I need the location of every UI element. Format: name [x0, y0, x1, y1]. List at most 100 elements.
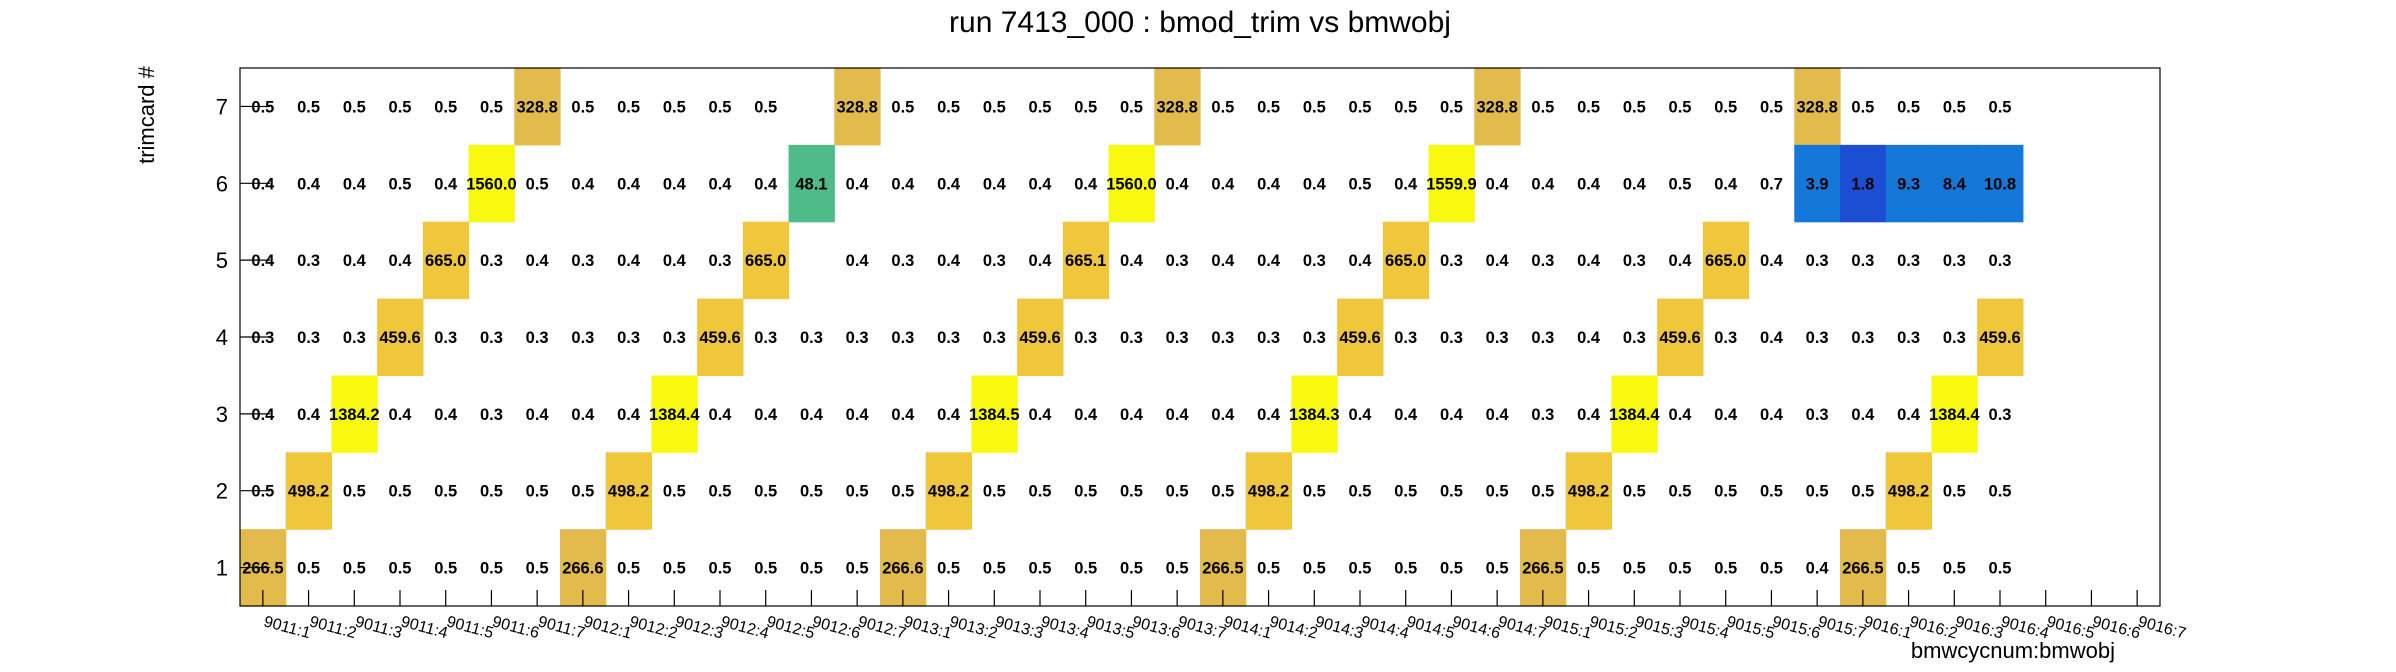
- x-axis-title: bmwcycnum:bmwobj: [1911, 638, 2115, 663]
- cell-label: 0.5: [526, 560, 549, 578]
- x-tick-label: 9011:4: [399, 613, 450, 642]
- cell-label: 0.5: [1531, 98, 1554, 116]
- x-tick-label: 9012:2: [628, 613, 680, 642]
- cell-label: 0.3: [1989, 406, 2012, 424]
- cell-label: 0.3: [1623, 329, 1646, 347]
- cell-label: 0.5: [709, 560, 732, 578]
- cell-label: 0.3: [800, 329, 823, 347]
- chart-title: run 7413_000 : bmod_trim vs bmwobj: [949, 6, 1451, 39]
- cell-label: 0.5: [983, 560, 1006, 578]
- cell-label: 0.3: [937, 329, 960, 347]
- cell-label: 0.3: [571, 252, 594, 270]
- cell-label: 0.4: [1577, 175, 1601, 193]
- x-tick-label: 9012:7: [856, 613, 908, 642]
- cell-label: 0.4: [434, 175, 458, 193]
- cell-label: 0.3: [480, 406, 503, 424]
- cell-label: 459.6: [1339, 329, 1380, 347]
- cell-label: 0.5: [297, 560, 320, 578]
- cell-label: 0.4: [1669, 406, 1693, 424]
- y-tick-label: 3: [216, 402, 228, 427]
- cell-label: 0.4: [1486, 252, 1510, 270]
- cell-label: 0.4: [1897, 406, 1921, 424]
- cell-label: 0.5: [1440, 560, 1463, 578]
- cell-label: 0.4: [1166, 406, 1190, 424]
- cell-label: 665.1: [1065, 252, 1106, 270]
- cell-label: 0.5: [754, 483, 777, 501]
- cell-label: 0.4: [754, 406, 778, 424]
- cell-labels: 0.5 0.5 0.5 0.5 0.5 0.5 328.8 0.5 0.5 0.5 0.5 0.5 32…: [242, 98, 2020, 577]
- cell-label: 0.5: [1257, 560, 1280, 578]
- cell-label: 0.5: [571, 483, 594, 501]
- cell-label: 0.4: [297, 175, 321, 193]
- cell-label: 0.5: [891, 483, 914, 501]
- cell-label: 0.3: [754, 329, 777, 347]
- cell-label: 9.3: [1897, 175, 1920, 193]
- x-tick-label: 9013:5: [1085, 613, 1137, 642]
- cell-9016-1-trimcard-6: [1840, 144, 1887, 223]
- cell-label: 0.4: [1211, 252, 1235, 270]
- cell-label: 0.4: [389, 406, 413, 424]
- cell-9014-5-trimcard-5: [1382, 221, 1430, 300]
- cell-label: 0.3: [1623, 252, 1646, 270]
- cell-label: 0.5: [709, 98, 732, 116]
- cell-label: 0.5: [1349, 175, 1372, 193]
- cell-label: 0.4: [846, 175, 870, 193]
- cell-label: 0.4: [754, 175, 778, 193]
- cell-9014-2-trimcard-2: [1245, 452, 1293, 530]
- cell-label: 0.5: [1623, 560, 1646, 578]
- cell-label: 0.5: [891, 98, 914, 116]
- cell-label: 0.4: [1211, 406, 1235, 424]
- cell-label: 0.3: [1440, 252, 1463, 270]
- x-tick-label: 9014:2: [1268, 613, 1320, 642]
- cell-9012-7-trimcard-7: [834, 68, 881, 146]
- cell-label: 0.3: [1440, 329, 1463, 347]
- cell-9015-7-trimcard-7: [1794, 68, 1841, 146]
- cell-label: 498.2: [1568, 483, 1609, 501]
- cell-9011-4-trimcard-4: [377, 298, 424, 377]
- cell-label: 0.4: [434, 406, 458, 424]
- cell-label: 0.5: [663, 483, 686, 501]
- cell-label: 0.3: [1531, 406, 1554, 424]
- cell-label: 328.8: [516, 98, 557, 116]
- cell-label: 0.5: [1029, 483, 1052, 501]
- cell-label: 0.4: [1166, 175, 1190, 193]
- cell-label: 0.3: [1806, 329, 1829, 347]
- cell-label: 0.3: [1531, 329, 1554, 347]
- cell-label: 0.5: [1577, 560, 1600, 578]
- cell-label: 0.4: [1760, 406, 1784, 424]
- x-tick-label: 9014:4: [1359, 613, 1411, 642]
- y-tick-label: 5: [216, 248, 228, 273]
- cell-9016-2-trimcard-2: [1885, 452, 1933, 530]
- cell-label: 0.3: [1166, 252, 1189, 270]
- cell-label: 8.4: [1943, 175, 1967, 193]
- cell-label: 0.5: [1029, 98, 1052, 116]
- cell-label: 0.3: [1303, 329, 1326, 347]
- x-tick-label: 9013:3: [993, 613, 1045, 642]
- cell-label: 1384.4: [1929, 406, 1980, 424]
- cell-label: 0.5: [1897, 560, 1920, 578]
- cell-label: 0.3: [526, 329, 549, 347]
- cell-label: 0.5: [1760, 560, 1783, 578]
- cell-label: 0.5: [1394, 483, 1417, 501]
- cell-label: 0.5: [1989, 98, 2012, 116]
- cell-label: 0.4: [1760, 252, 1784, 270]
- cell-label: 328.8: [1156, 98, 1197, 116]
- cell-label: 0.5: [1760, 483, 1783, 501]
- cell-label: 1384.2: [329, 406, 379, 424]
- cell-label: 0.5: [754, 560, 777, 578]
- y-tick-label: 6: [216, 171, 228, 196]
- cell-label: 0.3: [1303, 252, 1326, 270]
- cell-label: 0.4: [1303, 175, 1327, 193]
- cell-9014-3-trimcard-3: [1291, 375, 1338, 453]
- cell-label: 0.5: [1806, 483, 1829, 501]
- cell-label: 0.4: [617, 252, 641, 270]
- cell-label: 0.4: [846, 252, 870, 270]
- cell-label: 266.6: [882, 560, 923, 578]
- cell-label: 0.4: [1257, 252, 1281, 270]
- cell-label: 0.5: [389, 483, 412, 501]
- cell-label: 0.3: [663, 329, 686, 347]
- cell-9015-2-trimcard-2: [1565, 452, 1613, 530]
- cell-label: 0.3: [571, 329, 594, 347]
- cell-label: 0.5: [937, 560, 960, 578]
